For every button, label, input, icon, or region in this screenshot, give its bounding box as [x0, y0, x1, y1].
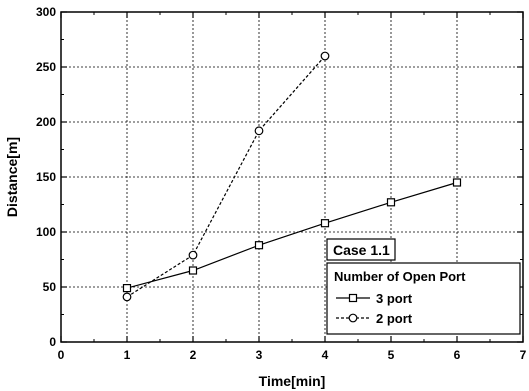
legend: Number of Open Port 3 port 2 port [326, 262, 521, 335]
x-tick-label: 1 [124, 348, 131, 362]
x-tick-label: 6 [454, 348, 461, 362]
legend-marker-circle [348, 313, 358, 323]
legend-marker-square [348, 293, 358, 303]
annotation-text: Case 1.1 [333, 242, 390, 258]
annotation-box: Case 1.1 [326, 238, 396, 261]
legend-title: Number of Open Port [334, 269, 466, 284]
y-tick-label: 250 [36, 60, 56, 74]
data-point-square [254, 241, 264, 250]
series-line-3-port [126, 181, 458, 289]
y-tick-label: 100 [36, 225, 56, 239]
y-tick-label: 0 [49, 335, 56, 349]
annotation-frame [326, 238, 396, 261]
legend-label: 2 port [376, 311, 413, 326]
data-point-square [320, 219, 330, 228]
data-point-circle [188, 250, 198, 260]
tick-labels: 0 1 2 3 4 5 6 7 0 50 100 150 200 250 300 [36, 5, 527, 362]
x-tick-label: 5 [388, 348, 395, 362]
x-tick-label: 0 [58, 348, 65, 362]
data-point-square [122, 284, 132, 293]
y-tick-label: 300 [36, 5, 56, 19]
x-tick-label: 7 [520, 348, 527, 362]
data-point-circle [122, 292, 132, 302]
series-layer [122, 51, 462, 302]
y-axis-title: Distance[m] [4, 137, 20, 217]
data-point-circle [254, 126, 264, 136]
data-point-square [452, 178, 462, 187]
data-point-square [188, 266, 198, 275]
series-line-2-port [126, 55, 326, 298]
x-tick-label: 3 [256, 348, 263, 362]
y-tick-label: 50 [43, 280, 57, 294]
y-tick-label: 200 [36, 115, 56, 129]
y-tick-label: 150 [36, 170, 56, 184]
data-point-square [386, 198, 396, 207]
x-axis-title: Time[min] [259, 373, 326, 389]
legend-label: 3 port [376, 291, 413, 306]
x-tick-label: 2 [190, 348, 197, 362]
data-point-circle [320, 51, 330, 61]
axis-ticks [60, 11, 524, 343]
x-tick-label: 4 [322, 348, 329, 362]
